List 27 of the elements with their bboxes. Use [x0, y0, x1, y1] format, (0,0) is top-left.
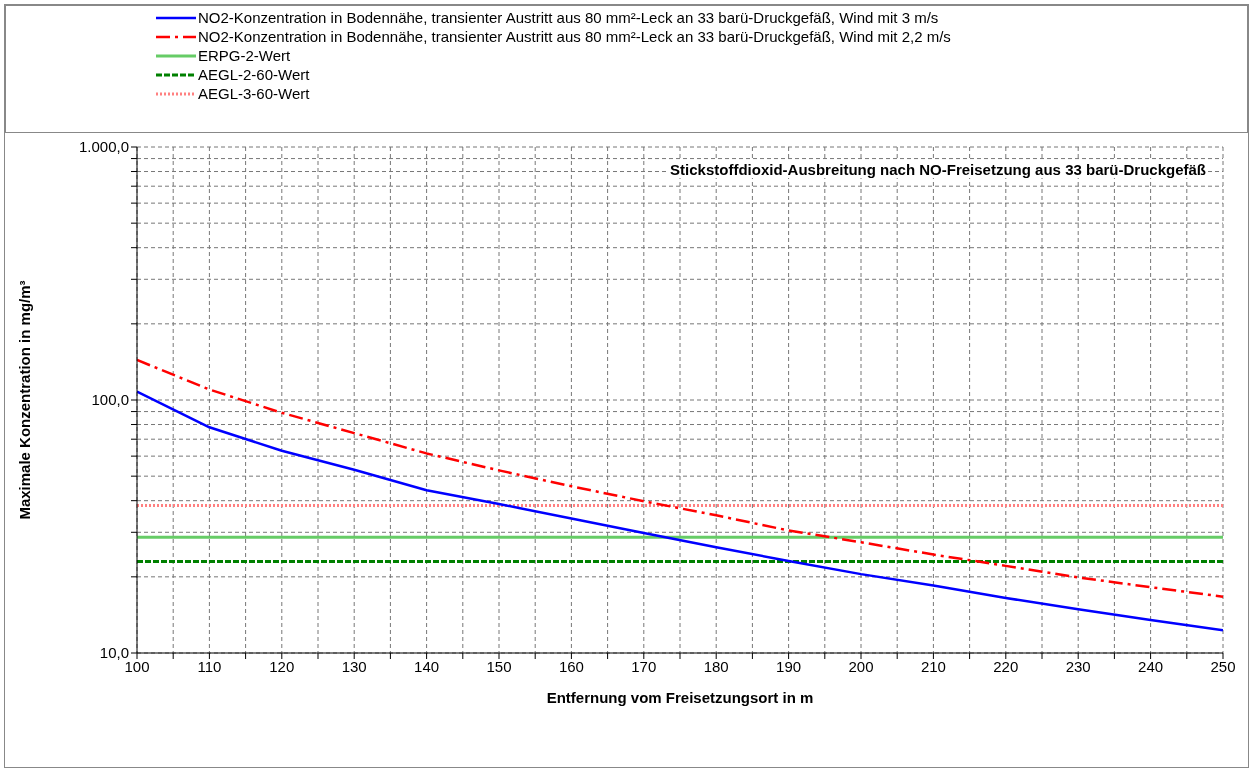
x-tick-label: 190: [776, 657, 802, 675]
y-axis-title: Maximale Konzentration in mg/m³: [16, 280, 34, 520]
y-tick-label: 100,0: [91, 391, 129, 409]
x-tick-label: 180: [703, 657, 729, 675]
line-series: [137, 390, 1223, 632]
x-tick-label: 110: [197, 657, 222, 675]
x-tick-label: 130: [341, 657, 367, 675]
x-tick-label: 220: [993, 657, 1019, 675]
y-tick-label: 1.000,0: [78, 138, 129, 156]
x-tick-label: 240: [1138, 657, 1164, 675]
x-tick-label: 200: [848, 657, 874, 675]
x-tick-label: 140: [414, 657, 440, 675]
x-tick-label: 230: [1065, 657, 1091, 675]
legend-label: AEGL-3-60-Wert: [198, 85, 310, 102]
text: Stickstoffdioxid-Ausbreitung nach NO-Freisetzung aus 33 barü-Druckgefäß: [668, 161, 1208, 178]
legend-label: NO2-Konzentration in Bodennähe, transienter Austritt aus 80 mm²-Leck an 33 barü-Druckgefäß, Wind mit 2,2 m/s: [198, 28, 951, 45]
legend-label: AEGL-2-60-Wert: [198, 66, 310, 83]
x-tick-label: 120: [269, 657, 295, 675]
legend-label: NO2-Konzentration in Bodennähe, transienter Austritt aus 80 mm²-Leck an 33 barü-Druckgefäß, Wind mit 3 m/s: [198, 9, 939, 26]
x-tick-label: 210: [920, 657, 946, 675]
x-axis-title: Entfernung vom Freisetzungsort in m: [546, 689, 814, 706]
x-tick-label: 170: [631, 657, 657, 675]
line-series: [137, 358, 1223, 598]
legend-label: ERPG-2-Wert: [198, 47, 291, 64]
x-tick-label: 150: [486, 657, 512, 675]
x-tick-label: 160: [558, 657, 584, 675]
x-tick-label: 250: [1210, 657, 1236, 675]
